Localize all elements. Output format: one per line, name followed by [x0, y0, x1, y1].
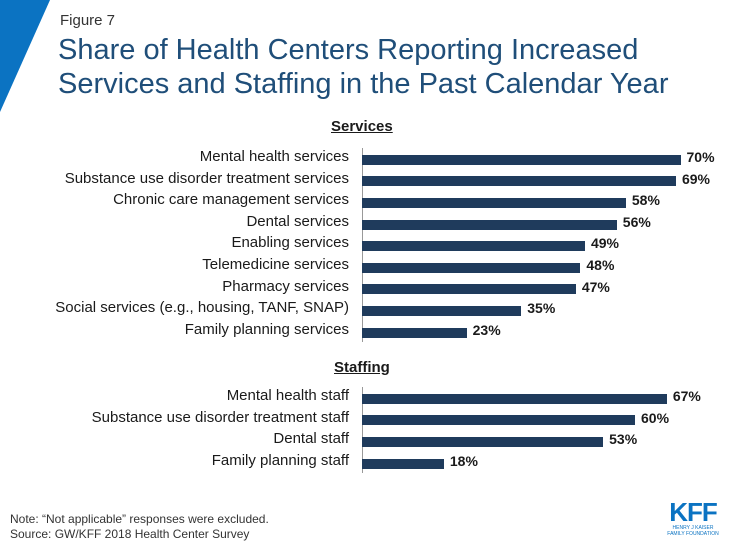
- bar: [362, 458, 444, 469]
- data-label: 69%: [681, 170, 710, 187]
- kff-logo-line-2: FAMILY FOUNDATION: [667, 531, 719, 537]
- chart-title-line-2: Services and Staffing in the Past Calend…: [58, 68, 669, 100]
- chart-title-line-1: Share of Health Centers Reporting Increa…: [58, 34, 639, 66]
- data-label: 56%: [622, 213, 651, 230]
- category-label: Mental health services: [199, 148, 349, 165]
- bar: [362, 437, 604, 447]
- figure-label: Figure 7: [60, 12, 116, 29]
- category-label: Mental health staff: [226, 387, 349, 404]
- section-heading-services: Services: [331, 118, 393, 135]
- bar: [362, 284, 576, 295]
- data-label: 60%: [641, 409, 670, 426]
- category-label: Enabling services: [231, 234, 349, 252]
- kff-logo-mark: KFF: [669, 497, 718, 527]
- bar: [362, 393, 667, 404]
- data-label: 58%: [631, 192, 660, 209]
- category-label: Telemedicine services: [202, 256, 349, 273]
- category-label: Family planning services: [184, 320, 349, 338]
- bar: [362, 198, 626, 208]
- category-label: Social services (e.g., housing, TANF, SN…: [55, 299, 349, 317]
- category-label: Dental staff: [273, 430, 349, 448]
- category-label: Chronic care management services: [113, 191, 349, 209]
- bar: [362, 219, 617, 230]
- axis-line-staffing: [362, 387, 363, 474]
- category-label: Family planning staff: [211, 451, 349, 469]
- bar: [362, 415, 635, 426]
- data-label: 35%: [527, 300, 556, 317]
- bar: [362, 176, 676, 187]
- chart-source: Source: GW/KFF 2018 Health Center Survey: [10, 527, 250, 541]
- corner-accent: [0, 0, 50, 112]
- bar: [362, 154, 681, 165]
- kff-logo-line-1: HENRY J KAISER: [672, 525, 714, 531]
- section-heading-staffing: Staffing: [334, 359, 390, 376]
- bar: [362, 327, 467, 338]
- data-label: 18%: [449, 452, 478, 469]
- bar: [362, 306, 522, 316]
- category-label: Substance use disorder treatment service…: [64, 169, 349, 187]
- category-label: Dental services: [246, 212, 349, 230]
- data-label: 53%: [609, 431, 638, 448]
- data-label: 67%: [672, 388, 701, 404]
- data-label: 70%: [686, 149, 715, 165]
- chart-note: Note: “Not applicable” responses were ex…: [10, 512, 269, 526]
- category-label: Substance use disorder treatment staff: [91, 408, 349, 426]
- kff-logo: KFF HENRY J KAISER FAMILY FOUNDATION: [665, 499, 721, 537]
- data-label: 47%: [581, 278, 610, 295]
- data-label: 23%: [472, 321, 501, 338]
- data-label: 48%: [586, 257, 615, 273]
- chart-title: Share of Health Centers Reporting Increa…: [58, 33, 718, 101]
- bar: [362, 241, 585, 252]
- bar: [362, 262, 581, 273]
- category-label: Pharmacy services: [222, 277, 349, 295]
- data-label: 49%: [590, 235, 619, 252]
